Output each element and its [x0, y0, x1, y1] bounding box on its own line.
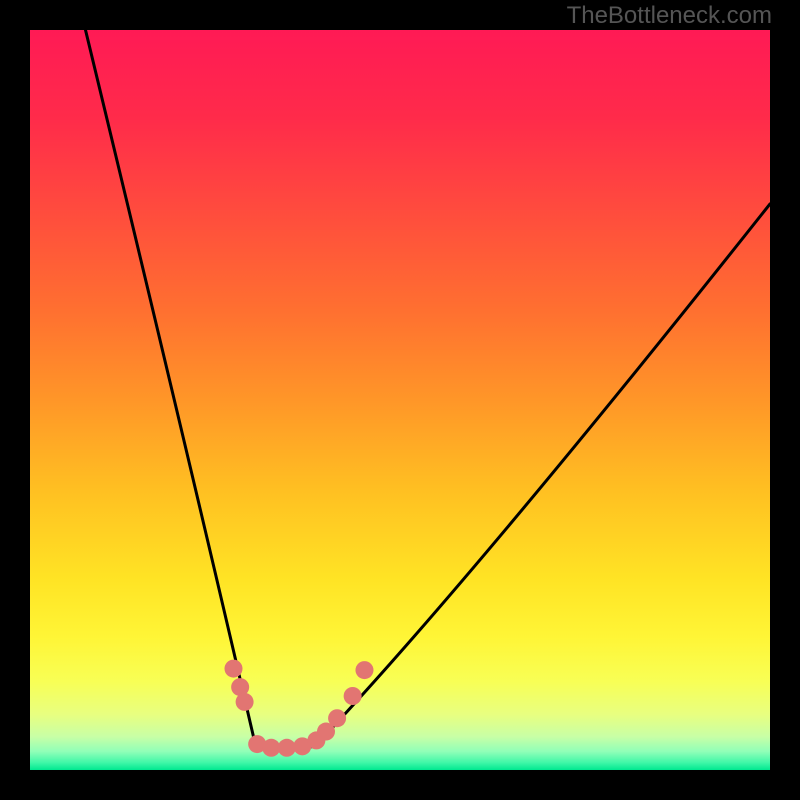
- chart-container: TheBottleneck.com: [0, 0, 800, 800]
- data-marker: [278, 739, 296, 757]
- watermark-text: TheBottleneck.com: [567, 2, 772, 30]
- data-marker: [328, 709, 346, 727]
- plot-area: [30, 30, 770, 770]
- curve-layer: [30, 30, 770, 770]
- data-marker: [355, 661, 373, 679]
- bottleneck-curve: [86, 30, 771, 749]
- data-marker: [225, 660, 243, 678]
- data-marker: [262, 739, 280, 757]
- data-marker: [236, 693, 254, 711]
- data-marker: [344, 687, 362, 705]
